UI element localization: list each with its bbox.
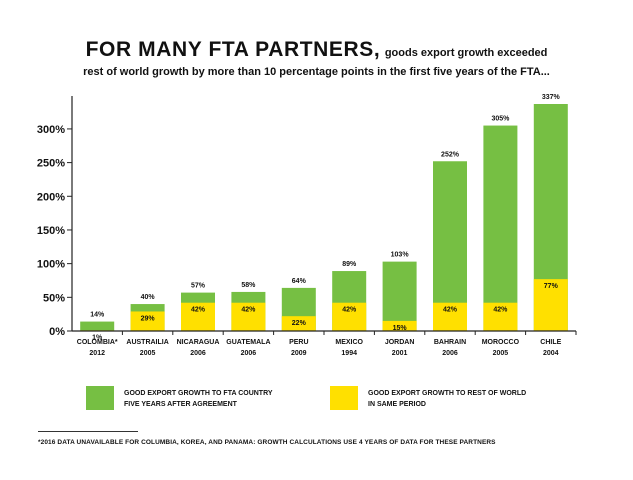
category-label-year: 2001 <box>392 350 408 357</box>
category-label-year: 2012 <box>89 350 105 357</box>
bar-row-growth <box>433 302 467 331</box>
bar-row-growth <box>231 302 266 331</box>
data-label-row: 22% <box>292 320 307 327</box>
category-label-name: CHILE <box>540 339 561 346</box>
category-label-name: BAHRAIN <box>434 339 466 346</box>
legend-label-fta-line2: FIVE YEARS AFTER AGREEMENT <box>124 401 237 408</box>
legend-label-row-line1: GOOD EXPORT GROWTH TO REST OF WORLD <box>368 390 527 397</box>
title-main: FOR MANY FTA PARTNERS, <box>85 38 381 61</box>
data-label-row: 42% <box>241 307 256 314</box>
bar-fta-growth <box>382 261 417 331</box>
y-tick-label: 50% <box>43 292 65 304</box>
data-label-fta: 252% <box>441 151 460 158</box>
data-label-fta: 305% <box>491 116 510 123</box>
category-label-name: GUATEMALA <box>226 339 270 346</box>
data-label-fta: 58% <box>241 282 256 289</box>
data-label-row: 42% <box>342 307 357 314</box>
y-tick-label: 300% <box>37 124 65 136</box>
category-label-name: MOROCCO <box>482 339 520 346</box>
bar-row-growth <box>281 316 316 331</box>
y-tick-label: 100% <box>37 259 65 271</box>
data-label-row: 42% <box>493 307 508 314</box>
y-tick-label: 150% <box>37 225 65 237</box>
y-axis-ticks: 0% 50% 100% 150% 200% 250% 300% <box>37 124 72 338</box>
data-label-row: 42% <box>191 307 206 314</box>
category-label-year: 1994 <box>341 350 357 357</box>
title-subtitle: goods export growth exceeded <box>384 47 548 59</box>
data-label-fta: 89% <box>342 261 357 268</box>
legend-swatch-yellow <box>330 386 358 410</box>
title-line-2: rest of world growth by more than 10 per… <box>83 66 550 78</box>
data-label-fta: 14% <box>90 312 105 319</box>
data-label-row: 1% <box>92 334 103 341</box>
data-label-fta: 64% <box>292 278 307 285</box>
category-label-year: 2005 <box>140 350 156 357</box>
category-label-year: 2005 <box>493 350 509 357</box>
category-label-name: JORDAN <box>385 339 415 346</box>
data-label-fta: 103% <box>391 252 410 259</box>
data-labels: 14% 1% 40% 29% 57% 42% 58% 42% 64% 22% 89% 42% 103% 1… <box>90 94 560 341</box>
bar-series <box>80 104 568 331</box>
bar-row-growth <box>181 302 215 331</box>
data-label-row: 77% <box>544 283 559 290</box>
legend-swatch-green <box>86 386 114 410</box>
data-label-row: 42% <box>443 307 458 314</box>
legend-item-row: GOOD EXPORT GROWTH TO REST OF WORLD IN S… <box>330 386 570 410</box>
data-label-row: 15% <box>393 325 408 332</box>
category-label-year: 2004 <box>543 350 559 357</box>
y-tick-label: 250% <box>37 158 65 170</box>
data-label-row: 29% <box>141 315 156 322</box>
y-tick-label: 0% <box>49 326 65 338</box>
category-label-name: PERU <box>289 339 308 346</box>
legend-label-row-line2: IN SAME PERIOD <box>368 401 426 408</box>
y-tick-label: 200% <box>37 191 65 203</box>
chart-title: FOR MANY FTA PARTNERS, goods export grow… <box>0 38 633 80</box>
category-label-name: MEXICO <box>335 339 363 346</box>
category-label-year: 2009 <box>291 350 307 357</box>
legend-item-fta: GOOD EXPORT GROWTH TO FTA COUNTRY FIVE Y… <box>86 386 326 410</box>
bar-row-growth <box>130 311 165 331</box>
footnote: *2016 DATA UNAVAILABLE FOR COLUMBIA, KOR… <box>38 439 496 446</box>
category-label-year: 2006 <box>241 350 257 357</box>
category-label-name: COLOMBIA* <box>77 339 118 346</box>
data-label-fta: 337% <box>542 94 561 101</box>
data-label-fta: 57% <box>191 283 206 290</box>
category-label-name: AUSTRAILIA <box>126 339 168 346</box>
category-label-year: 2006 <box>442 350 458 357</box>
axes <box>71 96 577 335</box>
category-label-year: 2006 <box>190 350 206 357</box>
bar-fta-growth <box>80 321 115 331</box>
bar-fta-growth <box>483 125 518 331</box>
bar-row-growth <box>382 320 417 331</box>
bar-row-growth <box>483 302 518 331</box>
category-label-name: NICARAGUA <box>177 339 220 346</box>
bar-row-growth <box>533 279 568 331</box>
footnote-divider <box>38 431 138 432</box>
legend-label-fta-line1: GOOD EXPORT GROWTH TO FTA COUNTRY <box>124 390 273 397</box>
bar-row-growth <box>332 302 367 331</box>
category-labels: COLOMBIA* 2012 AUSTRAILIA 2005 NICARAGUA 2006… <box>77 339 562 357</box>
data-label-fta: 40% <box>141 294 156 301</box>
